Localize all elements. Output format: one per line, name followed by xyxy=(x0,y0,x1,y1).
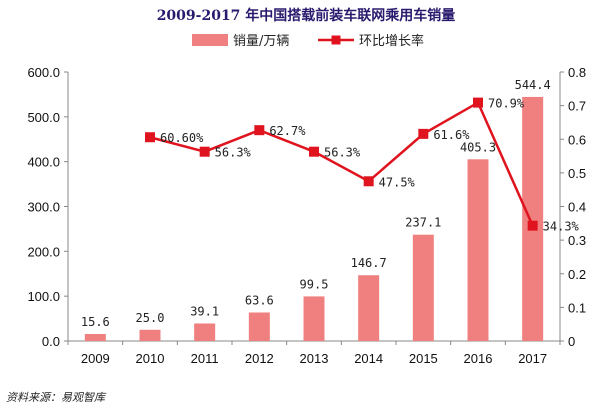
bar-value-label: 99.5 xyxy=(300,277,329,291)
bar-value-label: 15.6 xyxy=(81,315,110,329)
legend-line-marker xyxy=(331,35,341,45)
x-tick-label: 2013 xyxy=(300,351,329,366)
bar xyxy=(412,234,434,341)
y-right-tick-label: 0.7 xyxy=(568,99,586,114)
y-right-tick-label: 0.2 xyxy=(568,267,586,282)
y-left-tick-label: 600.0 xyxy=(27,65,60,80)
growth-value-label: 70.9% xyxy=(488,97,525,111)
bar-value-label: 25.0 xyxy=(136,311,165,325)
growth-point xyxy=(309,146,319,157)
bar xyxy=(84,334,106,341)
y-right-tick-label: 0.6 xyxy=(568,132,586,147)
x-tick-label: 2016 xyxy=(464,351,493,366)
bar xyxy=(139,329,161,341)
y-left-tick-label: 100.0 xyxy=(27,289,60,304)
growth-value-label: 61.6% xyxy=(433,128,470,142)
growth-value-label: 56.3% xyxy=(324,146,361,160)
y-right-tick-label: 0.8 xyxy=(568,65,586,80)
y-left-tick-label: 200.0 xyxy=(27,244,60,259)
y-left-tick-label: 400.0 xyxy=(27,155,60,170)
legend-bar-label: 销量/万辆 xyxy=(233,34,289,49)
bar xyxy=(522,96,544,341)
y-right-tick-label: 0.4 xyxy=(568,200,586,215)
bar xyxy=(248,312,270,341)
x-tick-label: 2017 xyxy=(518,351,547,366)
bar-series xyxy=(84,96,544,341)
x-tick-label: 2014 xyxy=(354,351,383,366)
y-right-tick-label: 0 xyxy=(568,334,575,349)
x-tick-label: 2012 xyxy=(245,351,274,366)
x-tick-label: 2011 xyxy=(191,351,219,366)
legend: 销量/万辆 环比增长率 xyxy=(192,33,424,49)
legend-bar-swatch xyxy=(192,34,228,46)
bar xyxy=(303,296,325,341)
growth-point xyxy=(473,97,483,108)
growth-point xyxy=(363,176,374,187)
growth-point xyxy=(527,220,538,231)
bar xyxy=(467,159,489,341)
growth-point xyxy=(199,146,210,157)
growth-line xyxy=(149,100,534,227)
x-tick-label: 2015 xyxy=(409,351,438,366)
growth-value-label: 56.3% xyxy=(215,146,252,160)
growth-point xyxy=(418,128,429,139)
y-left-tick-label: 300.0 xyxy=(27,200,60,215)
x-tick-label: 2009 xyxy=(81,351,110,366)
bar xyxy=(358,275,380,341)
source-note: 资料来源：易观智库 xyxy=(6,391,107,404)
bar-value-label: 63.6 xyxy=(245,293,274,307)
x-tick-label: 2010 xyxy=(136,351,165,366)
bar-value-label: 146.7 xyxy=(351,256,387,270)
growth-value-label: 34.3% xyxy=(543,220,580,234)
growth-value-label: 62.7% xyxy=(269,124,306,138)
growth-point xyxy=(145,132,155,143)
legend-line-label: 环比增长率 xyxy=(359,33,424,49)
line-series xyxy=(145,97,538,231)
y-left-tick-label: 0.0 xyxy=(42,334,60,349)
chart-title: 2009-2017 年中国搭载前装车联网乘用车销量 xyxy=(157,7,456,24)
bar-value-label: 405.3 xyxy=(460,140,496,154)
bar-value-label: 237.1 xyxy=(405,216,441,230)
y-right-tick-label: 0.3 xyxy=(568,233,586,248)
y-right-tick-label: 0.1 xyxy=(568,300,586,315)
growth-value-label: 60.60% xyxy=(160,131,204,145)
y-left-tick-label: 500.0 xyxy=(27,110,60,125)
bar-value-label: 39.1 xyxy=(190,304,219,318)
bar xyxy=(194,323,216,341)
bar-value-label: 544.4 xyxy=(515,78,551,92)
growth-point xyxy=(254,125,265,136)
y-right-tick-label: 0.5 xyxy=(568,166,586,181)
growth-value-label: 47.5% xyxy=(379,175,416,189)
data-labels: 15.6 25.0 39.1 63.6 99.5 146.7 237.1 405.3 544.4… xyxy=(81,78,580,329)
